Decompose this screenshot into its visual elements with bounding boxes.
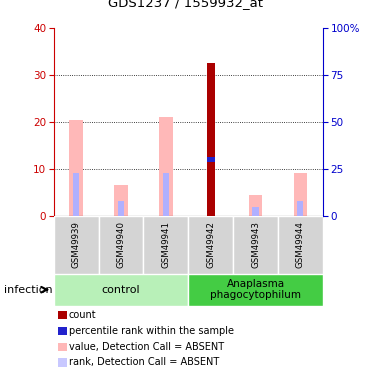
Bar (233, 216, 278, 274)
Bar (278, 216, 323, 274)
Bar (73, 173, 79, 216)
Bar (144, 216, 188, 274)
Bar (99, 216, 144, 274)
Bar (207, 157, 215, 162)
Bar (252, 207, 259, 216)
Bar (163, 173, 169, 216)
Text: GSM49939: GSM49939 (72, 221, 81, 268)
Bar (114, 185, 128, 216)
Bar (297, 201, 303, 216)
Text: GSM49942: GSM49942 (206, 221, 215, 268)
Bar (249, 195, 262, 216)
Text: count: count (69, 310, 96, 320)
Bar (188, 216, 233, 274)
Text: rank, Detection Call = ABSENT: rank, Detection Call = ABSENT (69, 357, 219, 368)
Text: GSM49943: GSM49943 (251, 221, 260, 268)
Text: GSM49944: GSM49944 (296, 221, 305, 268)
Text: GSM49941: GSM49941 (161, 221, 170, 268)
Bar (54, 216, 99, 274)
Text: value, Detection Call = ABSENT: value, Detection Call = ABSENT (69, 342, 224, 352)
Bar (159, 117, 173, 216)
Bar (293, 173, 307, 216)
Text: infection: infection (4, 285, 52, 295)
Bar (118, 201, 124, 216)
Text: percentile rank within the sample: percentile rank within the sample (69, 326, 234, 336)
Text: Anaplasma
phagocytophilum: Anaplasma phagocytophilum (210, 279, 301, 300)
Text: control: control (102, 285, 140, 295)
Text: GSM49940: GSM49940 (116, 221, 125, 268)
Text: GDS1237 / 1559932_at: GDS1237 / 1559932_at (108, 0, 263, 9)
Bar (188, 274, 323, 306)
Bar (54, 274, 188, 306)
Bar (207, 63, 215, 216)
Bar (69, 120, 83, 216)
